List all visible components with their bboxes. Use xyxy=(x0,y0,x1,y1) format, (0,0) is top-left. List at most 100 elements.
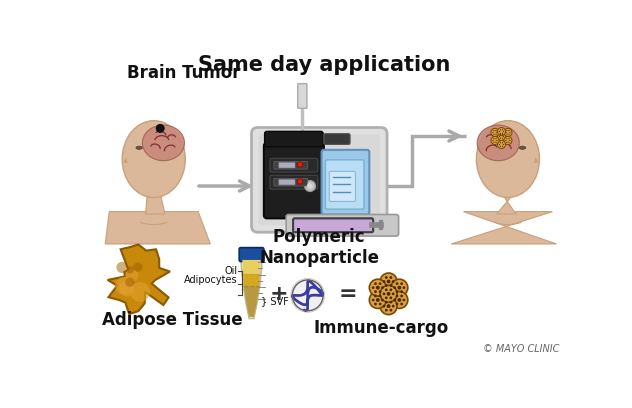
Circle shape xyxy=(506,138,507,139)
Circle shape xyxy=(494,130,495,131)
Circle shape xyxy=(389,276,392,279)
Circle shape xyxy=(403,299,405,302)
Circle shape xyxy=(379,290,382,293)
Circle shape xyxy=(382,280,386,283)
Text: © MAYO CLINIC: © MAYO CLINIC xyxy=(483,344,559,354)
Circle shape xyxy=(506,130,507,131)
FancyBboxPatch shape xyxy=(274,162,308,169)
Polygon shape xyxy=(497,193,516,214)
Circle shape xyxy=(393,286,396,289)
Circle shape xyxy=(500,137,501,139)
Circle shape xyxy=(389,288,392,291)
Text: Same day application: Same day application xyxy=(198,55,450,75)
Circle shape xyxy=(389,284,392,287)
Circle shape xyxy=(374,290,377,293)
Circle shape xyxy=(491,136,499,144)
Circle shape xyxy=(380,298,397,315)
Circle shape xyxy=(385,301,387,304)
Circle shape xyxy=(119,283,128,293)
Polygon shape xyxy=(145,193,165,214)
FancyBboxPatch shape xyxy=(293,218,373,232)
Circle shape xyxy=(495,133,497,135)
Ellipse shape xyxy=(142,125,185,161)
Polygon shape xyxy=(123,157,128,163)
Circle shape xyxy=(497,132,506,140)
Circle shape xyxy=(387,304,391,308)
Circle shape xyxy=(385,276,387,279)
Circle shape xyxy=(369,279,386,296)
Circle shape xyxy=(396,282,398,285)
Circle shape xyxy=(389,301,392,304)
Text: } SVF: } SVF xyxy=(261,297,289,306)
FancyBboxPatch shape xyxy=(264,143,324,218)
Circle shape xyxy=(382,305,386,308)
Circle shape xyxy=(503,131,504,132)
Circle shape xyxy=(156,124,164,132)
FancyBboxPatch shape xyxy=(322,150,369,215)
Circle shape xyxy=(297,162,303,167)
Circle shape xyxy=(392,305,394,308)
Circle shape xyxy=(130,282,150,302)
Text: Adipocytes: Adipocytes xyxy=(184,275,238,285)
Circle shape xyxy=(305,181,315,191)
Circle shape xyxy=(492,132,494,133)
Circle shape xyxy=(381,286,384,289)
Circle shape xyxy=(400,282,403,285)
Circle shape xyxy=(391,279,408,296)
Circle shape xyxy=(393,299,396,302)
Circle shape xyxy=(116,262,128,273)
Circle shape xyxy=(494,142,495,143)
Ellipse shape xyxy=(477,125,520,161)
Circle shape xyxy=(385,297,387,299)
FancyBboxPatch shape xyxy=(258,134,380,225)
Circle shape xyxy=(502,137,503,139)
Circle shape xyxy=(385,288,387,291)
Circle shape xyxy=(502,133,503,134)
Circle shape xyxy=(495,142,497,143)
Circle shape xyxy=(376,286,380,290)
Polygon shape xyxy=(107,244,170,314)
Circle shape xyxy=(508,138,509,139)
Circle shape xyxy=(392,293,394,295)
Circle shape xyxy=(398,286,401,290)
FancyBboxPatch shape xyxy=(270,158,318,172)
Circle shape xyxy=(297,179,303,184)
Circle shape xyxy=(403,286,405,289)
Circle shape xyxy=(500,133,501,134)
Circle shape xyxy=(500,134,501,135)
FancyBboxPatch shape xyxy=(298,84,307,108)
FancyBboxPatch shape xyxy=(329,171,355,202)
FancyBboxPatch shape xyxy=(252,127,387,232)
Circle shape xyxy=(506,133,507,135)
Circle shape xyxy=(291,278,325,312)
Circle shape xyxy=(126,266,134,274)
Circle shape xyxy=(376,298,380,302)
Text: Polymeric
Nanoparticle: Polymeric Nanoparticle xyxy=(259,228,379,267)
Circle shape xyxy=(400,295,403,297)
Circle shape xyxy=(495,138,497,139)
Ellipse shape xyxy=(477,121,540,197)
Circle shape xyxy=(374,295,377,297)
Circle shape xyxy=(379,295,382,297)
Circle shape xyxy=(392,280,394,283)
Ellipse shape xyxy=(122,121,185,197)
Circle shape xyxy=(119,281,135,297)
Circle shape xyxy=(508,133,509,135)
Text: =: = xyxy=(339,284,357,304)
Circle shape xyxy=(504,129,512,136)
Circle shape xyxy=(509,132,511,133)
FancyBboxPatch shape xyxy=(286,215,399,236)
FancyBboxPatch shape xyxy=(279,162,295,168)
Circle shape xyxy=(385,284,387,287)
Circle shape xyxy=(499,144,500,145)
Circle shape xyxy=(509,140,511,141)
Circle shape xyxy=(391,291,408,308)
Polygon shape xyxy=(241,258,262,319)
FancyBboxPatch shape xyxy=(324,134,350,144)
Circle shape xyxy=(125,277,135,287)
Circle shape xyxy=(307,183,313,189)
Circle shape xyxy=(379,282,382,285)
Circle shape xyxy=(389,309,392,312)
Circle shape xyxy=(503,144,504,145)
Circle shape xyxy=(381,299,384,302)
